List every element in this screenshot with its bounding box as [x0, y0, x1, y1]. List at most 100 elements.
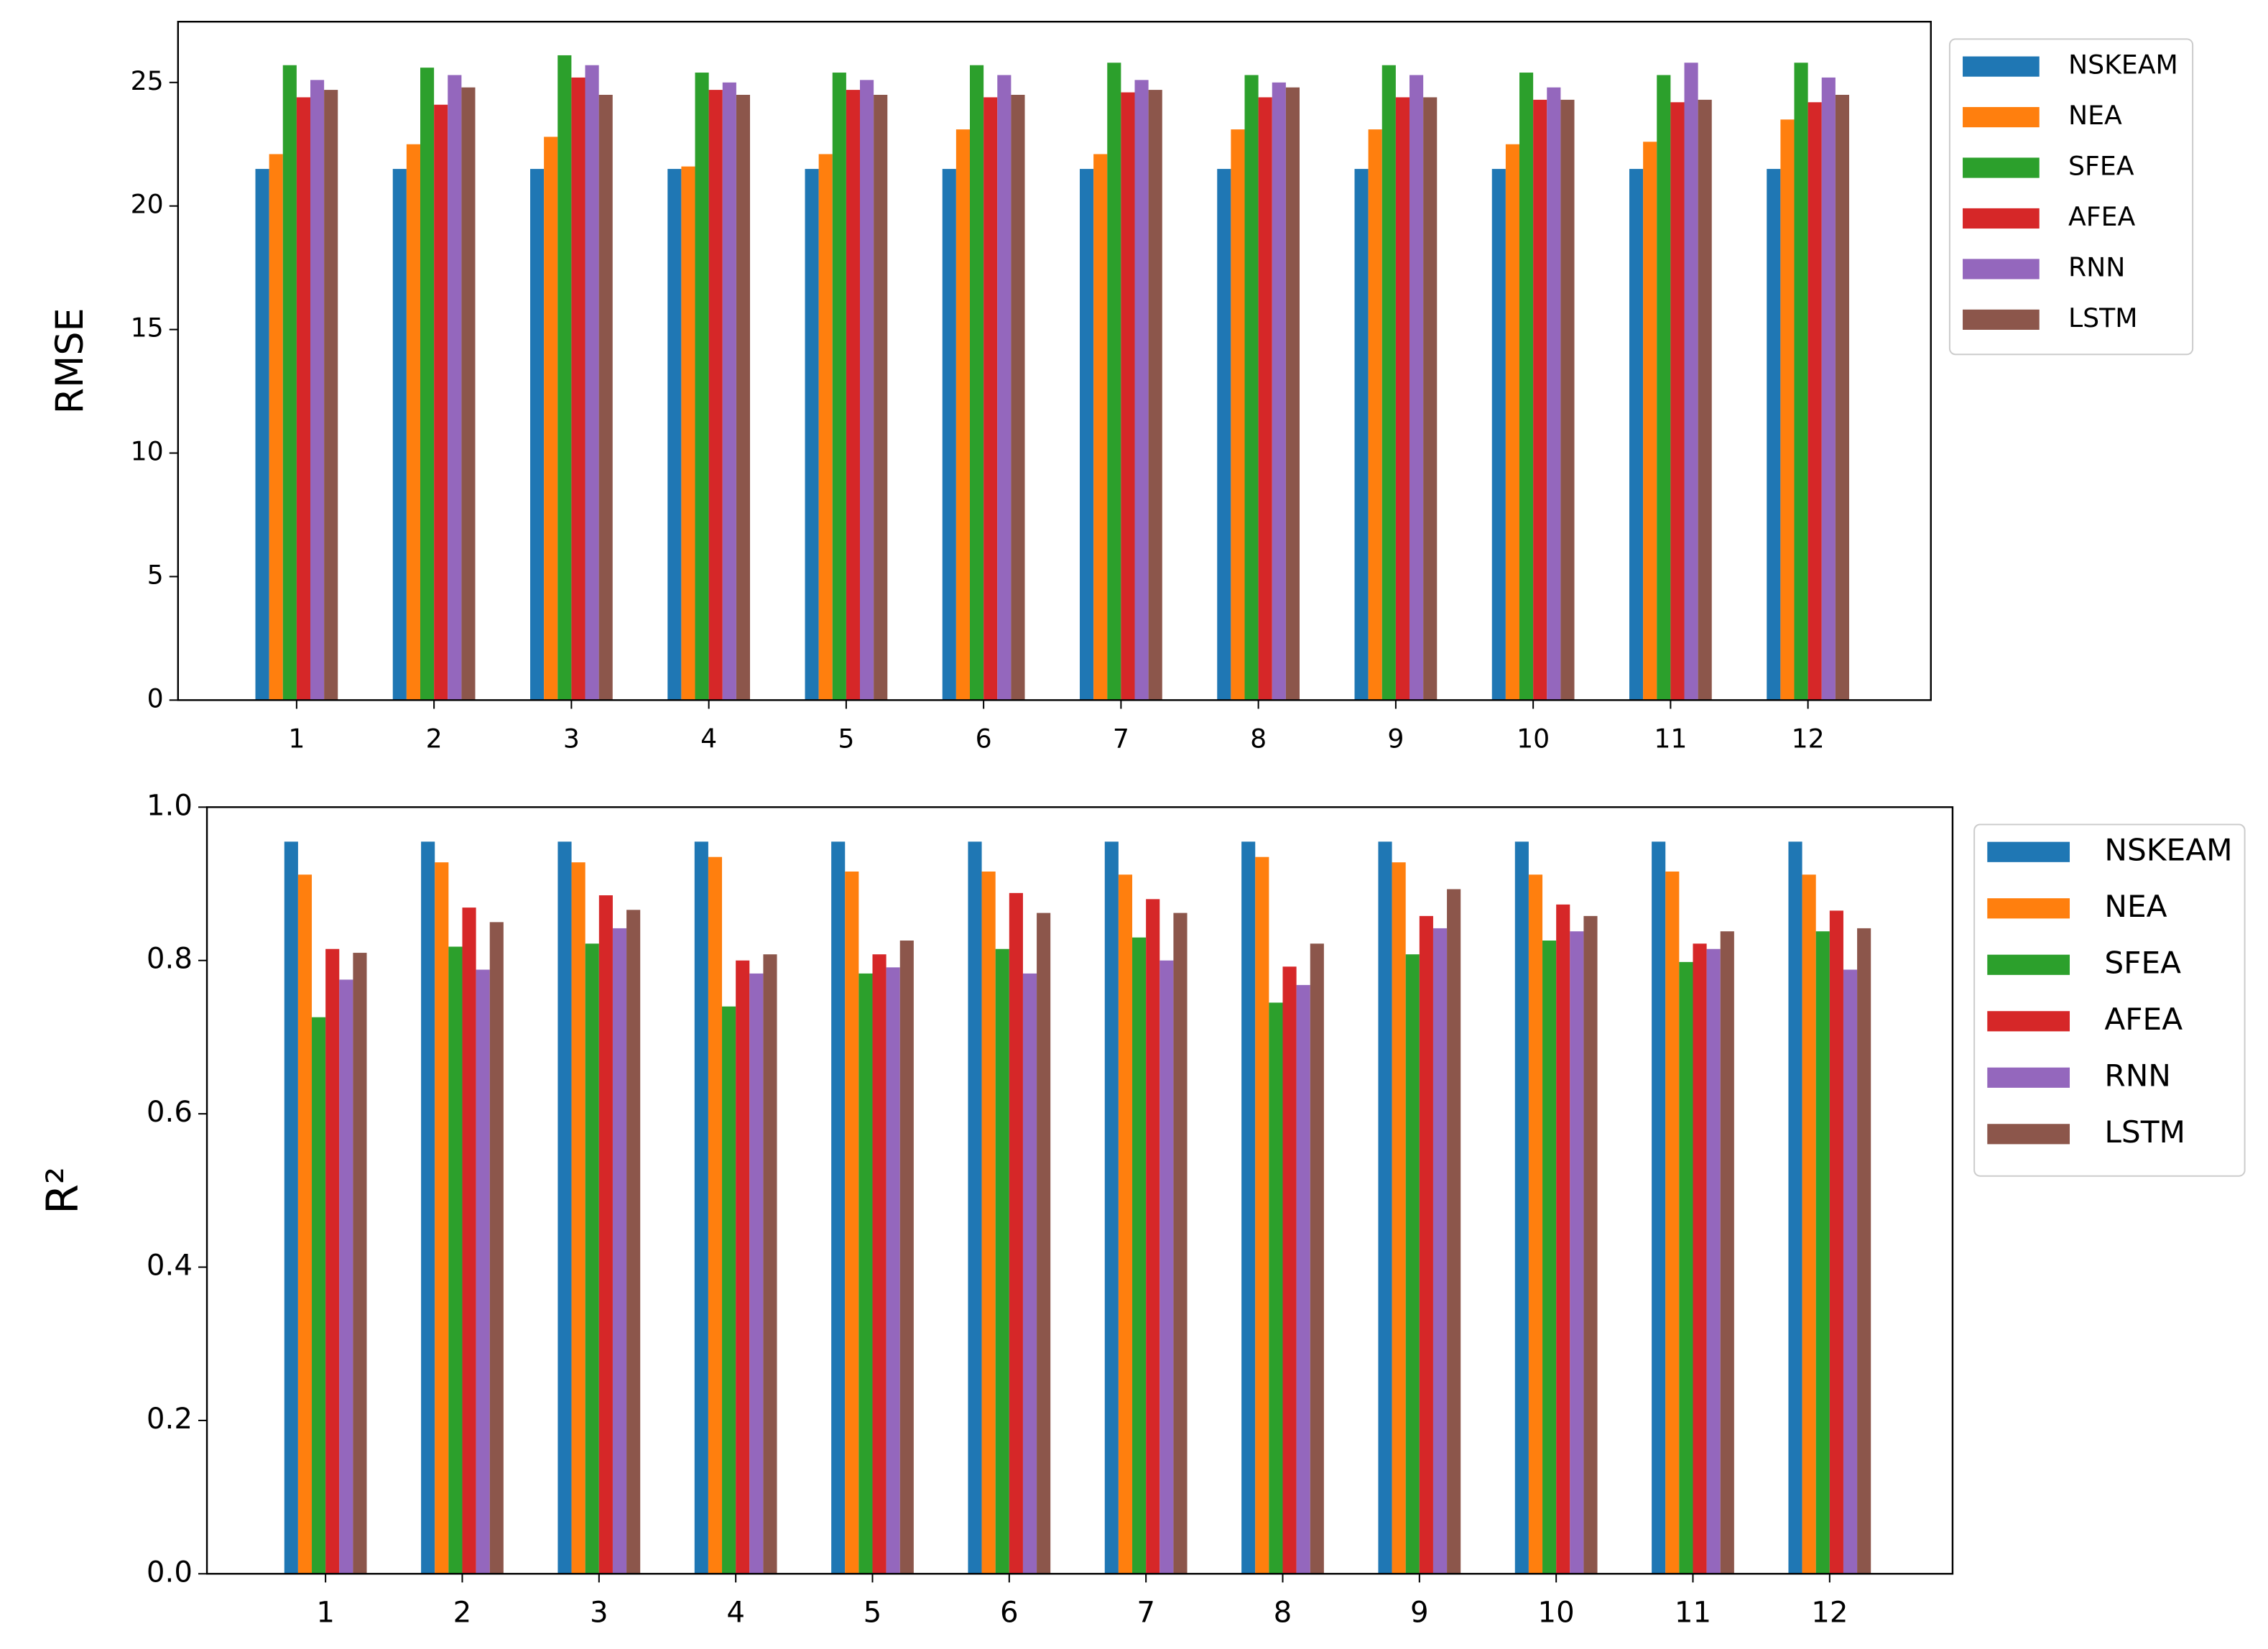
- bar: [1821, 77, 1836, 701]
- bar: [1505, 144, 1520, 701]
- bar: [1629, 169, 1644, 701]
- bar: [353, 953, 367, 1574]
- bar: [845, 871, 859, 1574]
- bar: [612, 928, 627, 1574]
- legend-swatch: [1987, 1011, 2070, 1032]
- bar: [324, 90, 338, 701]
- legend-swatch: [1987, 898, 2070, 919]
- x-tick-label: 4: [700, 724, 717, 754]
- bar: [736, 94, 751, 701]
- bar: [1432, 928, 1448, 1574]
- legend-swatch: [1963, 208, 2040, 229]
- bar: [557, 55, 572, 701]
- x-tick-label: 10: [1538, 1597, 1575, 1630]
- bar: [1173, 913, 1188, 1574]
- bar: [1547, 87, 1561, 701]
- bar: [1255, 856, 1269, 1574]
- legend-swatch: [1987, 1124, 2070, 1145]
- bar: [448, 946, 463, 1574]
- x-tick-label: 11: [1654, 724, 1687, 754]
- legend-swatch: [1963, 56, 2040, 77]
- bar: [282, 65, 297, 701]
- bar: [955, 129, 971, 701]
- bar: [1282, 966, 1297, 1574]
- bar: [598, 94, 613, 701]
- bar: [1104, 841, 1119, 1574]
- legend-label: RNN: [2068, 251, 2125, 282]
- x-tick-label: 1: [316, 1597, 335, 1630]
- y-tick-label: 15: [131, 313, 164, 343]
- bar: [831, 841, 846, 1574]
- bar: [284, 841, 298, 1574]
- bar: [1780, 119, 1795, 701]
- bar: [1011, 94, 1025, 701]
- bar: [1698, 99, 1712, 701]
- bar: [297, 874, 313, 1574]
- legend-label: NEA: [2104, 889, 2167, 924]
- bar: [899, 940, 914, 1574]
- y-tick-label: 25: [131, 65, 164, 96]
- bar: [1080, 169, 1094, 701]
- bar: [1720, 931, 1734, 1574]
- bar: [1378, 841, 1392, 1574]
- bar: [585, 65, 599, 701]
- legend-swatch: [1987, 841, 2070, 862]
- bar: [1514, 841, 1529, 1574]
- x-tick-label: 6: [1000, 1597, 1019, 1630]
- bar: [1843, 969, 1858, 1574]
- bar: [296, 97, 311, 701]
- bar: [461, 87, 476, 701]
- bar: [763, 954, 777, 1574]
- bar: [886, 967, 900, 1574]
- bar: [1652, 841, 1666, 1574]
- bar: [1519, 73, 1534, 701]
- x-tick-label: 8: [1250, 724, 1267, 754]
- bar: [1670, 102, 1685, 701]
- bar: [476, 969, 490, 1574]
- bar: [1395, 97, 1410, 701]
- bar: [1693, 943, 1707, 1574]
- bar: [1808, 102, 1822, 701]
- x-tick-label: 12: [1811, 1597, 1848, 1630]
- bar: [626, 910, 641, 1574]
- bar: [1037, 913, 1051, 1574]
- x-tick-label: 5: [838, 724, 854, 754]
- bar: [1767, 169, 1781, 701]
- bar: [1118, 874, 1133, 1574]
- bar: [489, 922, 504, 1574]
- bar: [1419, 915, 1433, 1574]
- x-tick-label: 3: [563, 724, 580, 754]
- bar: [722, 82, 736, 701]
- bar: [462, 907, 476, 1574]
- bar: [1528, 874, 1543, 1574]
- bar: [571, 862, 585, 1574]
- x-tick-label: 7: [1113, 724, 1129, 754]
- y-tick-label: 0.0: [147, 1556, 193, 1589]
- x-tick-label: 8: [1274, 1597, 1292, 1630]
- bar: [667, 169, 682, 701]
- x-tick-label: 5: [864, 1597, 882, 1630]
- bar: [1706, 948, 1721, 1574]
- bar: [310, 80, 325, 701]
- bar: [1381, 65, 1396, 701]
- y-tick-label: 20: [131, 189, 164, 220]
- legend-label: SFEA: [2104, 945, 2181, 980]
- bar: [872, 954, 887, 1574]
- legend-label: LSTM: [2104, 1114, 2185, 1150]
- bar: [1410, 75, 1424, 701]
- bar: [1657, 75, 1671, 701]
- y-tick-label: 1.0: [147, 789, 193, 822]
- bar: [1134, 80, 1149, 701]
- x-tick-label: 1: [288, 724, 305, 754]
- bar: [1643, 142, 1657, 701]
- bar: [1835, 94, 1850, 701]
- bar: [1560, 99, 1575, 701]
- bar: [585, 943, 599, 1574]
- legend-label: NEA: [2068, 100, 2122, 131]
- legend-swatch: [1963, 157, 2040, 178]
- x-tick-label: 2: [426, 724, 443, 754]
- bar: [1022, 973, 1037, 1574]
- bar: [420, 68, 435, 701]
